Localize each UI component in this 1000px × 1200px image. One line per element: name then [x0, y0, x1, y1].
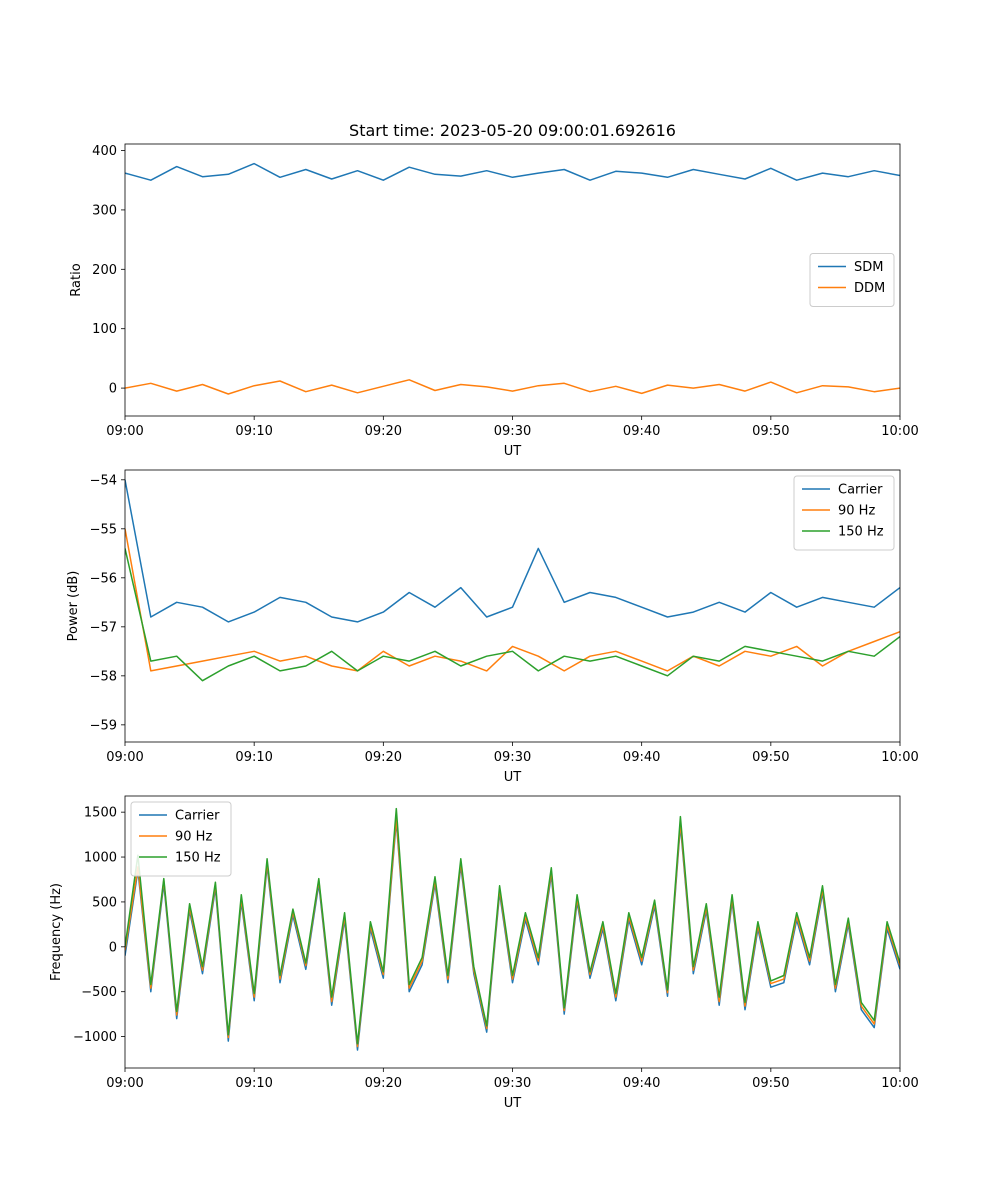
y-tick-label: −59	[90, 718, 117, 733]
x-tick-label: 09:20	[365, 750, 402, 765]
series-line-1	[125, 162, 900, 181]
legend-label-2: DDM	[854, 281, 885, 296]
y-tick-label: 200	[92, 263, 117, 278]
y-tick-label: 1500	[84, 806, 117, 821]
x-tick-label: 09:50	[752, 750, 789, 765]
y-axis-label: Frequency (Hz)	[49, 883, 64, 981]
y-tick-label: 400	[92, 144, 117, 159]
y-tick-label: −58	[90, 669, 117, 684]
legend: SDM DDM	[809, 253, 895, 307]
legend-label-2: 90 Hz	[175, 830, 212, 845]
y-tick-label: −55	[90, 522, 117, 537]
x-tick-label: 09:20	[365, 424, 402, 439]
x-tick-label: 09:30	[494, 750, 531, 765]
axes-frame	[124, 795, 901, 1069]
x-tick-label: 09:40	[623, 750, 660, 765]
chart-panel-3: 09:00 09:10 09:20 09:30 09:40 09:50 10:00 UT −10…	[49, 795, 919, 1111]
series-line-3	[125, 807, 900, 1045]
series-line-1	[125, 820, 900, 1051]
y-tick-label: 500	[92, 895, 117, 910]
x-tick-label: 09:40	[623, 1076, 660, 1091]
x-tick-label: 09:10	[235, 750, 272, 765]
x-tick-label: 09:00	[106, 424, 143, 439]
legend: Carrier 90 Hz 150 Hz	[793, 475, 895, 551]
x-axis-label: UT	[504, 1096, 522, 1111]
x-tick-label: 09:30	[494, 424, 531, 439]
y-tick-label: −54	[90, 473, 117, 488]
y-tick-label: −500	[81, 985, 117, 1000]
y-tick-label: 100	[92, 322, 117, 337]
chart-panel-2: 09:00 09:10 09:20 09:30 09:40 09:50 10:00 UT −59…	[66, 469, 919, 785]
y-tick-label: 300	[92, 203, 117, 218]
x-tick-label: 09:50	[752, 424, 789, 439]
figure-title: Start time: 2023-05-20 09:00:01.692616	[349, 121, 676, 140]
x-tick-label: 09:30	[494, 1076, 531, 1091]
axes-frame	[124, 143, 901, 417]
x-tick-label: 09:40	[623, 424, 660, 439]
legend-label-2: 90 Hz	[838, 504, 875, 519]
series-line-3	[125, 548, 900, 682]
y-tick-label: 0	[109, 940, 117, 955]
series-line-2	[125, 816, 900, 1048]
legend-label-1: SDM	[854, 260, 883, 275]
y-tick-label: 0	[109, 382, 117, 397]
x-tick-label: 09:20	[365, 1076, 402, 1091]
legend: Carrier 90 Hz 150 Hz	[130, 801, 232, 877]
x-tick-label: 09:10	[235, 424, 272, 439]
x-tick-label: 09:00	[106, 1076, 143, 1091]
y-tick-label: −56	[90, 571, 117, 586]
x-tick-label: 10:00	[881, 1076, 918, 1091]
y-tick-label: −1000	[73, 1030, 117, 1045]
x-tick-label: 09:10	[235, 1076, 272, 1091]
legend-label-1: Carrier	[838, 483, 883, 498]
chart-panel-1: 09:00 09:10 09:20 09:30 09:40 09:50 10:00 UT 0 10…	[69, 143, 919, 459]
x-tick-label: 09:50	[752, 1076, 789, 1091]
x-tick-label: 09:00	[106, 750, 143, 765]
x-tick-label: 10:00	[881, 750, 918, 765]
legend-label-1: Carrier	[175, 809, 220, 824]
x-axis-label: UT	[504, 770, 522, 785]
legend-label-3: 150 Hz	[838, 525, 884, 540]
series-line-1	[125, 479, 900, 623]
y-tick-label: −57	[90, 620, 117, 635]
series-line-2	[125, 379, 900, 395]
y-axis-label: Power (dB)	[66, 571, 81, 642]
x-axis-label: UT	[504, 444, 522, 459]
y-tick-label: 1000	[84, 851, 117, 866]
series-line-2	[125, 528, 900, 672]
legend-label-3: 150 Hz	[175, 851, 221, 866]
y-axis-label: Ratio	[69, 263, 84, 296]
x-tick-label: 10:00	[881, 424, 918, 439]
